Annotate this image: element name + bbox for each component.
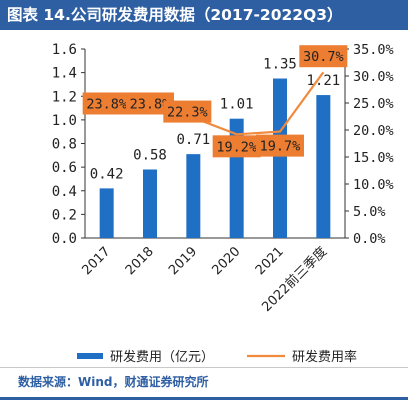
- right-tick-label: 25.0%: [353, 96, 394, 112]
- bar: [316, 95, 331, 238]
- right-tick-label: 10.0%: [353, 177, 394, 193]
- ratio-label-box: [82, 92, 131, 115]
- x-category-label: 2018: [123, 244, 157, 278]
- bar-value-label: 1.35: [263, 57, 297, 73]
- legend-bar-label: 研发费用（亿元）: [110, 349, 214, 365]
- bar-value-label: 1.01: [220, 97, 254, 113]
- ratio-value-label: 23.8%: [130, 96, 171, 112]
- left-tick-label: 1.0: [52, 113, 77, 129]
- legend-line-label: 研发费用率: [292, 349, 357, 365]
- divider: [0, 367, 408, 368]
- bar-value-label: 0.42: [90, 166, 124, 182]
- left-tick-label: 0.0: [52, 231, 77, 247]
- figure-source: 数据来源：Wind，财通证券研究所: [18, 375, 209, 389]
- bottom-rule: [0, 397, 408, 400]
- ratio-label-box: [256, 134, 304, 157]
- bar: [273, 78, 287, 238]
- x-category-label: 2019: [166, 244, 200, 278]
- bar-value-label: 0.71: [176, 132, 210, 148]
- ratio-value-label: 22.3%: [167, 105, 208, 121]
- right-tick-label: 30.0%: [353, 69, 394, 85]
- x-category-label: 2017: [79, 244, 113, 278]
- legend-bar-swatch: [77, 353, 103, 359]
- ratio-value-label: 23.8%: [86, 96, 127, 112]
- bar: [143, 169, 157, 238]
- figure-title: 图表 14.公司研发费用数据（2017-2022Q3）: [0, 0, 408, 30]
- ratio-label-box: [212, 135, 261, 158]
- bar-value-label: 0.58: [133, 147, 167, 163]
- ratio-label-box: [299, 45, 348, 68]
- ratio-label-box: [163, 100, 212, 123]
- left-tick-label: 1.2: [52, 89, 77, 105]
- right-tick-label: 20.0%: [353, 123, 394, 139]
- left-tick-label: 1.4: [52, 66, 77, 82]
- left-tick-label: 0.2: [52, 207, 77, 223]
- left-tick-label: 0.4: [52, 184, 77, 200]
- right-tick-label: 0.0%: [353, 231, 386, 247]
- x-category-label: 2021: [253, 244, 287, 278]
- chart: 0.0 0.2 0.4 0.6 0.8 1.0 1.2 1.4 1.6 0.0% 5.0% 10.0%…: [52, 42, 394, 365]
- left-tick-label: 0.8: [52, 137, 77, 153]
- ratio-value-label: 19.2%: [216, 139, 257, 155]
- ratio-label-box: [126, 92, 174, 115]
- left-tick-label: 1.6: [52, 42, 77, 58]
- right-tick-label: 15.0%: [353, 150, 394, 166]
- right-tick-label: 35.0%: [353, 42, 394, 58]
- ratio-value-label: 19.7%: [260, 139, 301, 155]
- left-tick-label: 0.6: [52, 160, 77, 176]
- bar: [99, 188, 114, 238]
- right-tick-label: 5.0%: [353, 204, 386, 220]
- bar: [186, 154, 201, 238]
- x-category-label: 2020: [209, 244, 243, 278]
- ratio-value-label: 30.7%: [303, 49, 344, 65]
